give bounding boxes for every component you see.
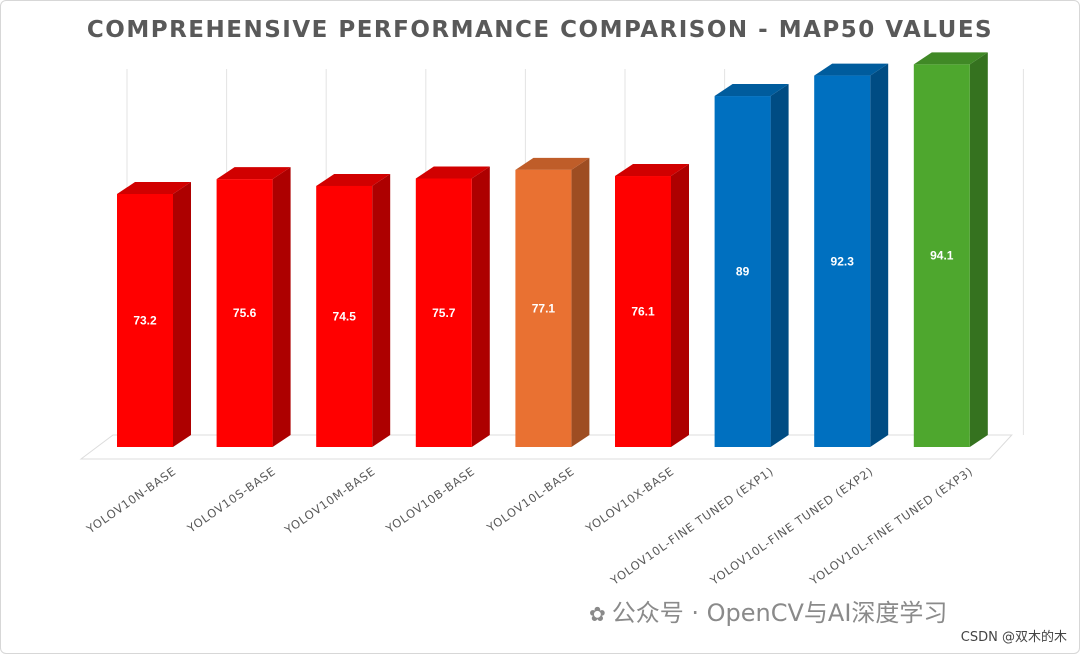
watermark: ✿ 公众号 · OpenCV与AI深度学习 — [589, 593, 947, 628]
bar-top — [515, 157, 590, 170]
bar-side — [969, 52, 988, 448]
bar-side — [173, 182, 191, 447]
bar-front — [117, 194, 173, 447]
bar-top — [117, 182, 191, 194]
bar-front — [814, 75, 871, 447]
bar-top — [216, 167, 291, 180]
bar-2: 75.6 — [216, 167, 291, 447]
category-label: YOLOV10L-FINE TUNED (EXP1) — [607, 464, 776, 588]
bar-1: 73.2 — [117, 182, 191, 447]
bar-6: 76.1 — [615, 164, 689, 447]
data-label: 92.3 — [831, 254, 855, 268]
category-label: YOLOV10B-BASE — [383, 464, 478, 536]
credit-text: CSDN @双木的木 — [960, 630, 1067, 645]
bar-8: 92.3 — [814, 63, 889, 447]
bar-side — [870, 63, 889, 447]
bar-side — [272, 167, 291, 447]
bar-front — [913, 64, 970, 448]
data-label: 76.1 — [631, 305, 655, 319]
category-label: YOLOV10S-BASE — [184, 464, 279, 536]
data-label: 74.5 — [333, 309, 357, 323]
bar-3: 74.5 — [316, 173, 391, 447]
bar-front — [615, 176, 671, 447]
category-label: YOLOV10M-BASE — [281, 464, 378, 538]
bar-4: 75.7 — [415, 166, 490, 447]
bar-front — [515, 169, 572, 447]
bar-top — [316, 173, 391, 186]
category-label: YOLOV10L-FINE TUNED (EXP3) — [806, 464, 975, 588]
bar-top — [615, 164, 689, 177]
watermark-text: 公众号 · OpenCV与AI深度学习 — [611, 599, 948, 627]
bar-top — [415, 166, 490, 179]
data-label: 77.1 — [532, 301, 556, 315]
bar-front — [316, 185, 373, 447]
chart-title: COMPREHENSIVE PERFORMANCE COMPARISON - M… — [86, 17, 994, 43]
bar-top — [714, 84, 789, 97]
category-label: YOLOV10X-BASE — [582, 464, 677, 536]
bar-top — [814, 63, 889, 76]
bar-top — [913, 52, 988, 65]
data-label: 73.2 — [133, 314, 157, 328]
bar-front — [216, 179, 273, 447]
bar-side — [471, 166, 490, 447]
category-label: YOLOV10L-BASE — [484, 464, 578, 535]
bar-7: 89 — [714, 84, 789, 447]
bar-side — [372, 173, 391, 447]
bar-front — [714, 96, 771, 447]
wechat-icon: ✿ — [589, 602, 606, 626]
bar-side — [571, 157, 590, 447]
data-label: 75.6 — [233, 306, 257, 320]
data-label: 94.1 — [930, 249, 954, 263]
bar-5: 77.1 — [515, 157, 590, 447]
bar-front — [415, 178, 472, 447]
bar-9: 94.1 — [913, 52, 988, 448]
bar-side — [770, 84, 789, 447]
category-label: YOLOV10L-FINE TUNED (EXP2) — [707, 464, 876, 588]
bar-side — [671, 164, 689, 447]
data-label: 75.7 — [432, 306, 456, 320]
data-label: 89 — [736, 265, 750, 279]
category-label: YOLOV10N-BASE — [83, 464, 179, 537]
